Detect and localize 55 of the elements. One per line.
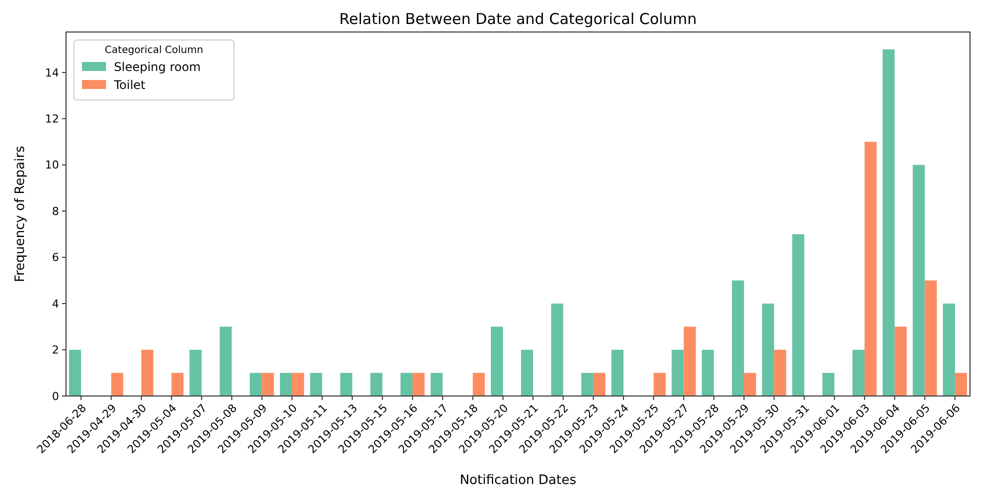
bar <box>654 372 666 396</box>
bar <box>732 280 744 396</box>
bar <box>111 372 124 396</box>
y-tick-label: 14 <box>45 66 59 80</box>
bar <box>141 350 154 396</box>
bar <box>521 350 534 396</box>
x-axis-title: Notification Dates <box>460 473 577 488</box>
legend-title: Categorical Column <box>104 45 204 56</box>
bar <box>942 304 955 396</box>
bar <box>774 350 786 396</box>
bar <box>611 350 624 396</box>
bar <box>864 142 877 396</box>
chart-title: Relation Between Date and Categorical Column <box>339 10 697 28</box>
y-tick-label: 0 <box>52 390 59 403</box>
bar <box>340 372 352 396</box>
bar <box>672 350 684 396</box>
bar <box>400 372 413 396</box>
bar <box>430 372 443 396</box>
bar <box>593 372 606 396</box>
bar <box>412 372 425 396</box>
bar <box>551 304 564 396</box>
bar <box>822 372 834 396</box>
y-tick-label: 8 <box>52 204 59 218</box>
y-tick-label: 2 <box>52 344 59 357</box>
bar <box>190 350 202 396</box>
bar <box>581 372 594 396</box>
bar <box>744 372 756 396</box>
y-axis-title: Frequency of Repairs <box>13 146 28 282</box>
bar <box>762 304 774 396</box>
legend-label: Sleeping room <box>114 60 201 74</box>
bar <box>912 164 925 396</box>
bar <box>250 372 262 396</box>
bar <box>894 326 907 396</box>
y-tick-label: 10 <box>45 158 59 172</box>
y-tick-label: 4 <box>52 297 59 310</box>
bar <box>262 372 274 396</box>
bar <box>954 372 967 396</box>
bar <box>702 350 714 396</box>
bar <box>280 372 292 396</box>
legend-label: Toilet <box>113 78 146 92</box>
bar <box>684 326 696 396</box>
bar <box>792 234 804 396</box>
bar <box>292 372 304 396</box>
bar <box>220 326 232 396</box>
bar <box>310 372 322 396</box>
bar <box>852 350 865 396</box>
bar <box>370 372 382 396</box>
y-tick-label: 6 <box>52 251 59 264</box>
bar <box>69 350 82 396</box>
bar <box>490 326 503 396</box>
bar <box>924 280 937 396</box>
bar <box>882 49 895 396</box>
bar <box>472 372 485 396</box>
y-tick-label: 12 <box>45 112 59 126</box>
bar <box>171 372 184 396</box>
